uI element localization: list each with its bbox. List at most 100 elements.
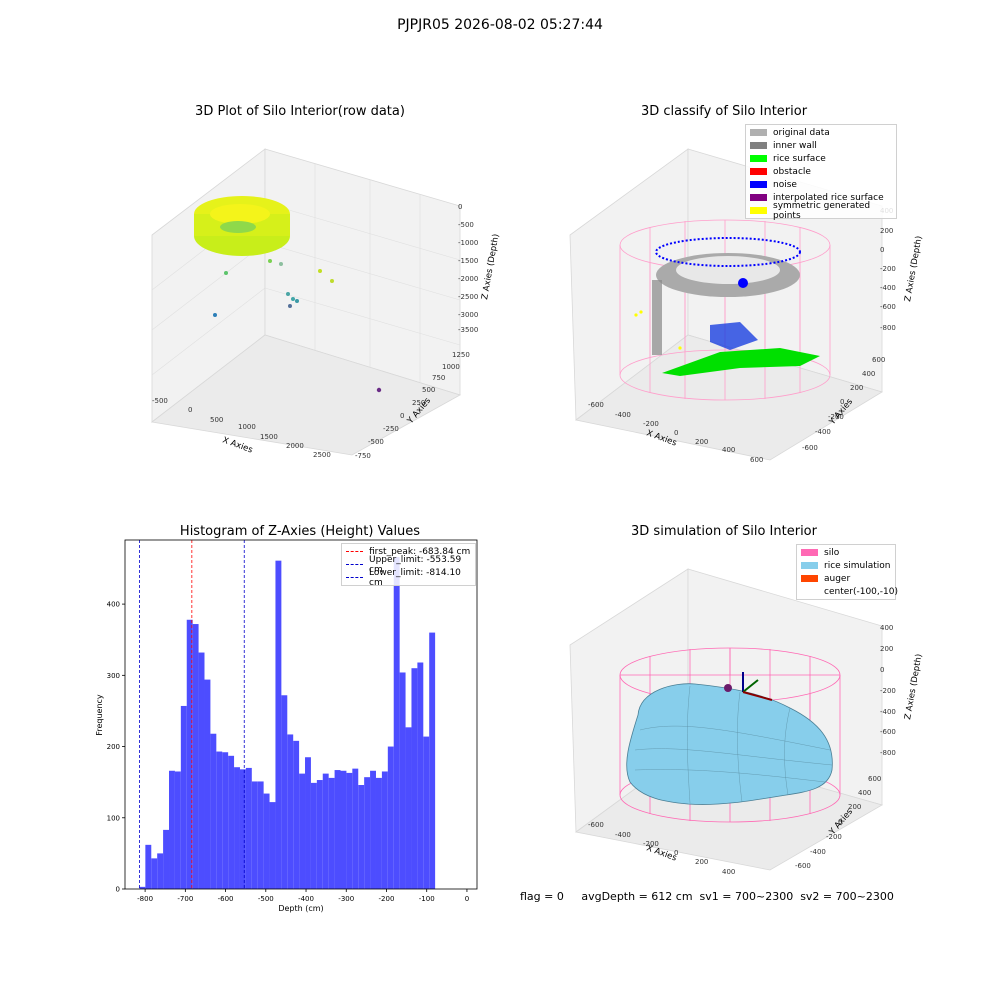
histogram-bar [281, 695, 288, 889]
figure-title: PJPJR05 2026-08-02 05:27:44 [397, 17, 603, 33]
histogram-frame [124, 539, 478, 890]
histogram-bar [334, 770, 341, 889]
histogram-bar [234, 767, 240, 889]
legend-swatch [750, 142, 767, 149]
raw-x-tick: 2000 [286, 442, 304, 450]
legend-swatch [750, 155, 767, 162]
histogram-bar [417, 662, 424, 889]
raw-floor-pane [151, 334, 462, 456]
classify-z-tick: -400 [880, 284, 896, 292]
histogram-bar [381, 771, 388, 889]
classify-y-tick: 200 [850, 384, 863, 392]
raw-x-tick: 1000 [238, 423, 256, 431]
legend-label: original data [773, 127, 830, 138]
legend-swatch [750, 168, 767, 175]
histogram-y-tick-label: 100 [107, 814, 120, 822]
classify-3d-plot: -600 -400 -200 0 200 400 600 600 400 200… [569, 148, 925, 464]
histogram-reference-lines [139, 540, 245, 889]
classify-x-tick: 400 [722, 446, 735, 454]
histogram-x-tick-label: -400 [298, 895, 314, 903]
histogram-x-tick-label: -500 [258, 895, 274, 903]
simulation-3d-plot: -600 -400 -200 0 200 400 600 400 200 0 -… [569, 568, 925, 876]
histogram-bar [370, 770, 376, 889]
histogram-bar [157, 853, 164, 889]
histogram-bar [411, 668, 418, 889]
histogram-bar [405, 727, 412, 889]
simulation-surface-mesh [634, 685, 833, 804]
histogram-y-axis-label: Frequency [95, 694, 104, 736]
classify-legend-entry: symmetric generated points [746, 201, 896, 221]
raw-point [213, 313, 217, 317]
simulation-x-tick: -400 [615, 831, 631, 839]
simulation-x-tick: -200 [643, 840, 659, 848]
histogram-bar [145, 844, 152, 889]
simulation-auger-point [724, 684, 732, 692]
histogram-bar [393, 557, 400, 889]
histogram-bar [151, 858, 158, 889]
classify-plot-title: 3D classify of Silo Interior [640, 104, 808, 119]
histogram-bar [287, 734, 294, 889]
classify-noise-patch [710, 322, 758, 350]
raw-x-tick: 500 [210, 416, 223, 424]
histogram-bar [322, 773, 329, 889]
classify-y-tick: -400 [815, 428, 831, 436]
legend-swatch [750, 194, 767, 201]
simulation-z-axis-label: Z Axies (Depth) [903, 653, 924, 720]
raw-y-tick: -250 [383, 425, 399, 433]
simulation-z-tick: -400 [880, 708, 896, 716]
simulation-z-tick: 200 [880, 645, 893, 653]
classify-y-tick: 0 [840, 398, 844, 406]
classify-legend-entry: rice surface [746, 152, 896, 165]
histogram-legend-entry: Upper_limit: -553.59 cm [342, 555, 475, 575]
raw-z-tick: -1000 [458, 239, 478, 247]
classify-z-tick: 0 [880, 246, 884, 254]
simulation-legend-entry: rice simulation [797, 559, 895, 572]
legend-label: rice simulation [824, 560, 891, 571]
classify-z-axis-label: Z Axies (Depth) [903, 235, 924, 302]
histogram-bar [399, 672, 406, 889]
raw-point [279, 262, 283, 266]
classify-legend: original data inner wall rice surface obsta… [745, 124, 897, 221]
classify-legend-entry: original data [746, 126, 896, 139]
histogram-chart: -800 -700 -600 -500 -400 -300 -200 -100 0 0 100 20… [95, 539, 478, 913]
histogram-bar [299, 773, 306, 889]
simulation-z-tick: -600 [880, 728, 896, 736]
simulation-y-tick: -400 [810, 848, 826, 856]
classify-z-tick: -200 [880, 265, 896, 273]
histogram-bar [257, 781, 264, 889]
raw-point [330, 279, 334, 283]
raw-point [286, 292, 290, 296]
classify-x-tick: -600 [588, 401, 604, 409]
raw-x-tick: -500 [152, 397, 168, 405]
raw-z-tick: 0 [458, 203, 462, 211]
classify-legend-entry: noise [746, 178, 896, 191]
histogram-y-ticks: 0 100 200 300 400 [107, 601, 125, 894]
raw-y-tick: 1000 [442, 363, 460, 371]
classify-z-tick: -600 [880, 303, 896, 311]
raw-z-tick: -3000 [458, 311, 478, 319]
simulation-z-tick: 0 [880, 666, 884, 674]
histogram-bar [216, 751, 223, 889]
histogram-y-tick-label: 400 [107, 601, 120, 609]
legend-swatch [801, 588, 818, 595]
histogram-bar [423, 736, 430, 889]
raw-y-tick: -500 [368, 438, 384, 446]
raw-y-tick: 1250 [452, 351, 470, 359]
histogram-bar [293, 740, 300, 889]
simulation-y-tick: -600 [795, 862, 811, 870]
raw-point [318, 269, 322, 273]
histogram-legend-entry: Lower_limit: -814.10 cm [342, 568, 475, 588]
histogram-x-tick-label: -200 [379, 895, 395, 903]
histogram-bar [352, 768, 359, 889]
status-line: flag = 0 avgDepth = 612 cm sv1 = 700~230… [520, 890, 894, 903]
legend-line-swatch [346, 551, 363, 552]
raw-z-axis-label: Z Axies (Depth) [480, 233, 500, 300]
legend-swatch [801, 562, 818, 569]
simulation-y-tick: 200 [848, 803, 861, 811]
classify-symmetric-point [639, 310, 643, 314]
raw-cluster-rim [210, 204, 270, 224]
simulation-axis-x [742, 691, 773, 701]
raw-y-tick: 250 [412, 399, 425, 407]
simulation-z-tick: 400 [880, 624, 893, 632]
raw-y-tick: -750 [355, 452, 371, 460]
